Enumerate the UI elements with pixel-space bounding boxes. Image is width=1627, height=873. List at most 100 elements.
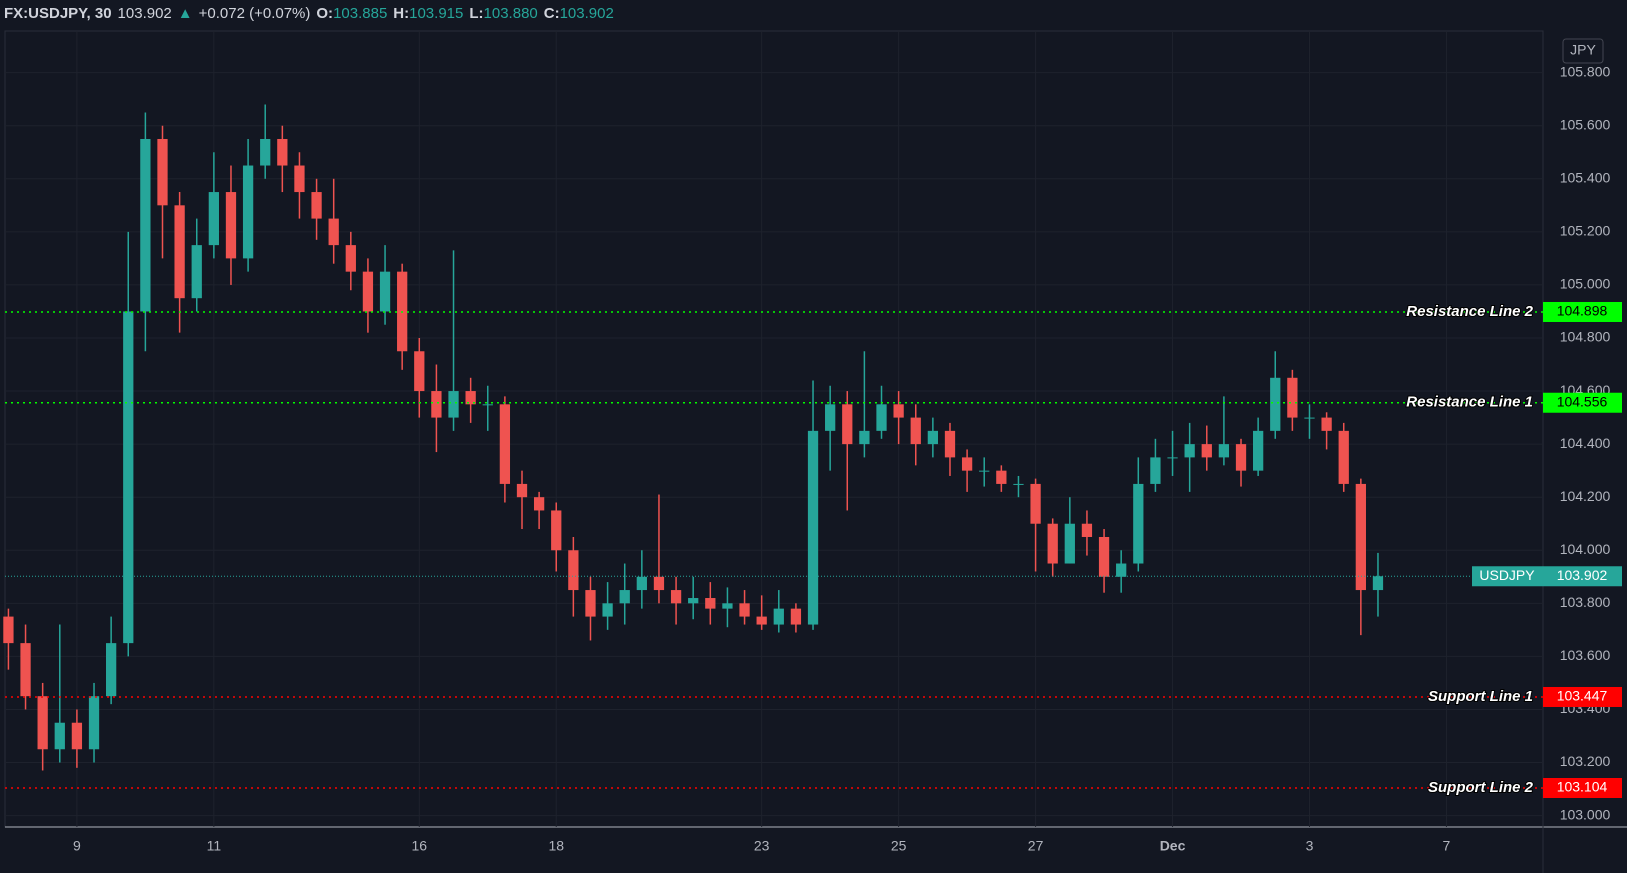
- last-price-value: 103.902: [1557, 567, 1608, 583]
- candle-body: [362, 271, 374, 312]
- y-tick-label: 103.600: [1560, 647, 1611, 663]
- ohlc-value: 103.885: [333, 4, 388, 22]
- ohlc-value: 103.902: [559, 4, 614, 22]
- candle-body: [790, 608, 802, 625]
- currency-box: [1562, 38, 1604, 64]
- candle-body: [414, 351, 425, 392]
- last-price-tag: [1543, 566, 1622, 587]
- y-tick-label: 105.800: [1560, 63, 1611, 79]
- candle-body: [37, 696, 48, 750]
- level-label: Support Line 1: [1428, 688, 1533, 705]
- candle-body: [825, 404, 836, 431]
- y-tick-label: 104.800: [1560, 329, 1611, 345]
- candle-body: [448, 391, 459, 418]
- candle-body: [1184, 444, 1195, 458]
- header: FX:USDJPY, 30 103.902 ▲ +0.072 (+0.07%) …: [4, 2, 614, 24]
- x-tick-label: 23: [754, 838, 770, 854]
- candle-body: [533, 497, 545, 511]
- candle-body: [465, 391, 476, 405]
- candle-body: [499, 404, 511, 484]
- candle-body: [739, 603, 750, 617]
- candle-body: [1013, 483, 1024, 485]
- level-label: Support Line 2: [1428, 779, 1534, 796]
- candle-body: [1355, 483, 1366, 591]
- candle-body: [208, 192, 219, 246]
- candle-body: [311, 192, 322, 219]
- x-tick-label: Dec: [1160, 838, 1186, 854]
- candle-body: [516, 483, 528, 498]
- ohlc-label: H:: [393, 4, 410, 22]
- candle-body: [328, 218, 339, 246]
- x-tick-label: 11: [207, 838, 222, 854]
- candle-body: [996, 470, 1007, 484]
- candle-body: [602, 603, 613, 617]
- x-tick-label: 25: [891, 838, 907, 854]
- candle-body: [1252, 430, 1264, 471]
- x-tick-label: 3: [1306, 838, 1314, 854]
- candle-body: [88, 696, 100, 750]
- candle-body: [636, 576, 647, 591]
- candle-body: [756, 616, 767, 625]
- candle-body: [1372, 576, 1384, 591]
- level-label: Resistance Line 1: [1406, 394, 1533, 411]
- x-tick-label: 9: [73, 838, 81, 854]
- candle-body: [688, 598, 699, 604]
- ohlc-label: O:: [316, 4, 334, 22]
- level-tag: [1543, 686, 1622, 707]
- candle-body: [705, 598, 716, 609]
- x-tick-label: 18: [548, 838, 564, 854]
- candle-body: [277, 138, 288, 166]
- candle-body: [225, 192, 237, 259]
- ohlc-value: 103.915: [409, 4, 464, 22]
- y-tick-label: 104.200: [1560, 488, 1611, 504]
- candle-body: [1201, 444, 1212, 458]
- candle-body: [1064, 523, 1075, 564]
- candle-body: [20, 643, 31, 697]
- candle-body: [191, 245, 202, 299]
- candle-body: [961, 457, 973, 471]
- x-tick-label: 16: [411, 838, 427, 854]
- candle-body: [568, 550, 579, 591]
- y-tick-label: 103.000: [1560, 806, 1611, 822]
- candle-body: [260, 138, 271, 166]
- ohlc-label: C:: [543, 4, 560, 22]
- candle-body: [807, 430, 819, 625]
- candle-body: [157, 138, 168, 206]
- currency: JPY: [1570, 42, 1596, 58]
- candle-body: [1133, 483, 1144, 564]
- candle-body: [927, 430, 939, 445]
- candle-body: [174, 205, 185, 299]
- candle-body: [1116, 563, 1127, 577]
- candle-body: [345, 245, 356, 272]
- candle-body: [1270, 377, 1281, 431]
- candle-body: [482, 404, 493, 406]
- ohlc-label: L:: [469, 4, 484, 22]
- y-tick-label: 103.800: [1560, 594, 1611, 610]
- y-tick-label: 105.400: [1560, 169, 1611, 185]
- ohlc-value: 103.880: [483, 4, 538, 22]
- candle-body: [1030, 483, 1041, 524]
- candle-body: [893, 404, 904, 418]
- candle-body: [379, 271, 391, 312]
- level-label: Resistance Line 2: [1406, 303, 1533, 320]
- candle-body: [1218, 444, 1230, 458]
- change: +0.072 (+0.07%): [198, 4, 311, 22]
- candle-body: [123, 311, 134, 644]
- candle-body: [3, 616, 14, 644]
- candle-body: [979, 470, 990, 472]
- up-arrow: ▲: [177, 4, 193, 22]
- last-price-name-tag: [1472, 566, 1543, 587]
- x-tick-label: 7: [1443, 838, 1451, 854]
- plot-area: [4, 30, 1544, 828]
- candle-body: [1167, 457, 1178, 459]
- candle-body: [294, 165, 305, 193]
- y-tick-label: 103.200: [1560, 753, 1611, 769]
- last-price: 103.902: [117, 4, 172, 22]
- candle-body: [1338, 430, 1349, 484]
- level-tag: [1543, 392, 1622, 413]
- candle-body: [1287, 377, 1298, 418]
- symbol: FX:USDJPY, 30: [4, 4, 112, 22]
- candle-body: [431, 391, 442, 418]
- candle-body: [944, 430, 956, 458]
